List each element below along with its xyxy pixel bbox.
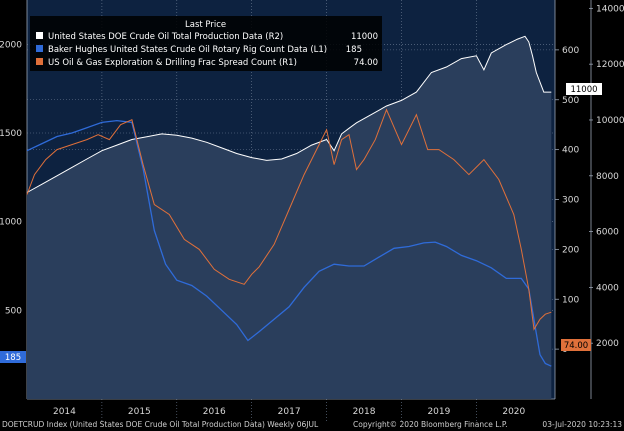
badge-text-production: 11000 <box>570 85 597 95</box>
right2-tick-label: 10000 <box>596 116 624 126</box>
right2-tick-label: 6000 <box>596 228 619 238</box>
x-tick-label: 2019 <box>427 407 450 417</box>
left-tick-label: 2000 <box>0 40 22 50</box>
left-tick-label: 500 <box>5 306 22 316</box>
right2-tick-label: 4000 <box>596 283 619 293</box>
footer-center: Copyright© 2020 Bloomberg Finance L.P. <box>353 420 508 429</box>
last-value-badge-frac-spread: 74.00 <box>561 339 591 351</box>
legend-label-frac-spread: US Oil & Gas Exploration & Drilling Frac… <box>48 58 297 68</box>
legend-label-rig-count: Baker Hughes United States Crude Oil Rot… <box>48 45 327 55</box>
right1-tick-label: 200 <box>562 245 579 255</box>
right2-tick-label: 8000 <box>596 172 619 182</box>
legend-swatch-frac-spread <box>36 58 43 65</box>
badge-text-rig-count: 185 <box>5 353 21 363</box>
legend-swatch-production <box>36 32 43 39</box>
legend-value-frac-spread: 74.00 <box>354 58 378 68</box>
last-value-badge-production: 11000 <box>566 83 602 95</box>
legend: Last Price United States DOE Crude Oil T… <box>30 16 382 71</box>
right1-tick-label: 500 <box>562 96 579 106</box>
x-axis: 2014 2015 2016 2017 2018 2019 2020 <box>53 407 526 417</box>
left-axis: 500 1000 1500 2000 <box>0 40 22 316</box>
last-value-badge-rig-count: 185 <box>0 351 26 363</box>
right1-tick-label: 100 <box>562 295 579 305</box>
right1-tick-label: 300 <box>562 196 579 206</box>
x-tick-label: 2014 <box>53 407 76 417</box>
legend-swatch-rig-count <box>36 45 43 52</box>
x-tick-label: 2017 <box>278 407 301 417</box>
right2-tick-label: 12000 <box>596 60 624 70</box>
x-tick-label: 2020 <box>502 407 525 417</box>
right1-tick-label: 600 <box>562 46 579 56</box>
x-tick-label: 2018 <box>353 407 376 417</box>
right-axis-2: 2000 4000 6000 8000 10000 12000 14000 <box>589 0 624 399</box>
left-tick-label: 1500 <box>0 129 22 139</box>
right2-tick-label: 14000 <box>596 4 624 14</box>
footer-right: 03-Jul-2020 10:23:13 <box>542 420 622 429</box>
x-tick-label: 2016 <box>203 407 226 417</box>
x-tick-label: 2015 <box>128 407 151 417</box>
badge-text-frac-spread: 74.00 <box>564 341 588 351</box>
left-tick-label: 1000 <box>0 218 22 228</box>
right1-tick-label: 400 <box>562 146 579 156</box>
footer-left: DOETCRUD Index (United States DOE Crude … <box>2 420 319 429</box>
legend-value-rig-count: 185 <box>346 45 362 55</box>
series-line-frac-spread <box>26 108 552 331</box>
series-line-production <box>26 35 552 193</box>
legend-title: Last Price <box>185 20 226 30</box>
legend-box <box>30 16 382 71</box>
right2-tick-label: 2000 <box>596 339 619 349</box>
legend-label-production: United States DOE Crude Oil Total Produc… <box>48 32 283 42</box>
legend-value-production: 11000 <box>351 32 378 42</box>
